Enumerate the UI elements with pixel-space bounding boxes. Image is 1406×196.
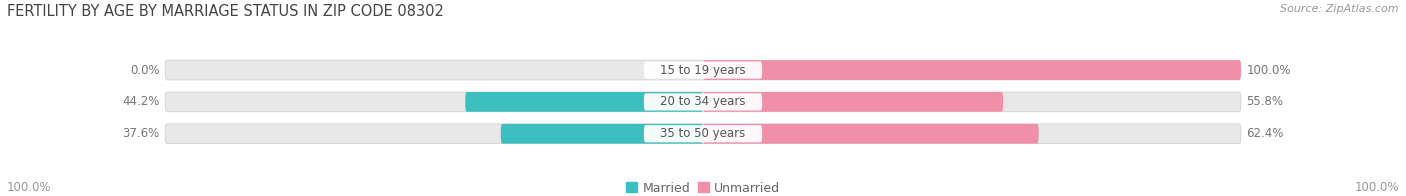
Text: 20 to 34 years: 20 to 34 years	[661, 95, 745, 108]
Text: 100.0%: 100.0%	[1354, 181, 1399, 194]
Text: 0.0%: 0.0%	[129, 64, 160, 77]
Text: FERTILITY BY AGE BY MARRIAGE STATUS IN ZIP CODE 08302: FERTILITY BY AGE BY MARRIAGE STATUS IN Z…	[7, 4, 444, 19]
Text: 62.4%: 62.4%	[1246, 127, 1284, 140]
Text: 55.8%: 55.8%	[1246, 95, 1284, 108]
Text: 15 to 19 years: 15 to 19 years	[661, 64, 745, 77]
Text: 100.0%: 100.0%	[7, 181, 52, 194]
Text: 100.0%: 100.0%	[1246, 64, 1291, 77]
FancyBboxPatch shape	[501, 124, 703, 144]
Text: 44.2%: 44.2%	[122, 95, 160, 108]
FancyBboxPatch shape	[165, 60, 1241, 80]
FancyBboxPatch shape	[703, 124, 1039, 144]
Legend: Married, Unmarried: Married, Unmarried	[626, 181, 780, 195]
FancyBboxPatch shape	[644, 125, 762, 142]
FancyBboxPatch shape	[644, 62, 762, 79]
Text: Source: ZipAtlas.com: Source: ZipAtlas.com	[1281, 4, 1399, 14]
FancyBboxPatch shape	[165, 92, 1241, 112]
FancyBboxPatch shape	[703, 92, 1002, 112]
FancyBboxPatch shape	[165, 124, 1241, 144]
Text: 35 to 50 years: 35 to 50 years	[661, 127, 745, 140]
Text: 37.6%: 37.6%	[122, 127, 160, 140]
FancyBboxPatch shape	[644, 93, 762, 111]
FancyBboxPatch shape	[465, 92, 703, 112]
FancyBboxPatch shape	[703, 60, 1241, 80]
